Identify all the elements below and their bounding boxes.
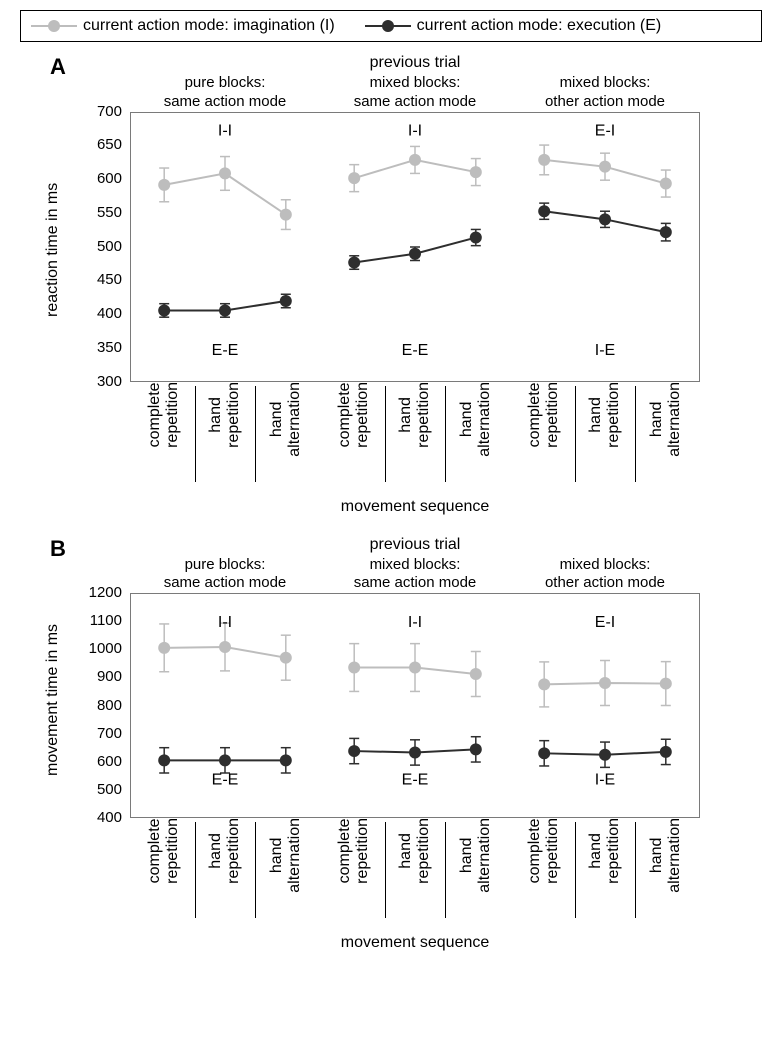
svg-text:E-E: E-E: [402, 771, 429, 788]
legend-marker-e: [382, 20, 394, 32]
group-header-1: mixed blocks:same action mode: [320, 74, 510, 112]
cat-divider: [445, 386, 446, 482]
cat-divider: [635, 386, 636, 482]
y-tick-700: 700: [20, 725, 122, 742]
y-tick-300: 300: [20, 373, 122, 390]
cat-label-2-0: completerepetition: [526, 818, 562, 884]
svg-text:E-E: E-E: [402, 342, 429, 359]
cat-label-1-0: completerepetition: [336, 382, 372, 448]
svg-text:E-E: E-E: [212, 342, 239, 359]
category-labels: completerepetition handrepetition handalte…: [130, 382, 700, 492]
svg-text:I-I: I-I: [408, 122, 422, 139]
y-tick-600: 600: [20, 170, 122, 187]
y-tick-1200: 1200: [20, 584, 122, 601]
y-tick-450: 450: [20, 271, 122, 288]
group-header-0: pure blocks:same action mode: [130, 556, 320, 594]
y-tick-500: 500: [20, 781, 122, 798]
svg-text:I-I: I-I: [218, 614, 232, 631]
cat-divider: [385, 386, 386, 482]
cat-label-0-0: completerepetition: [146, 818, 182, 884]
svg-text:I-I: I-I: [408, 614, 422, 631]
plot-svg: I-I E-E I-I E-E E-I I-E: [130, 593, 700, 818]
cat-label-0-1: handrepetition: [207, 818, 243, 884]
cat-divider: [255, 822, 256, 918]
cat-divider: [575, 822, 576, 918]
y-tick-600: 600: [20, 753, 122, 770]
cat-label-2-1: handrepetition: [587, 818, 623, 884]
y-tick-700: 700: [20, 103, 122, 120]
cat-divider: [445, 822, 446, 918]
cat-divider: [575, 386, 576, 482]
legend-line-e: [365, 25, 411, 27]
y-tick-400: 400: [20, 809, 122, 826]
panel-letter: B: [50, 536, 66, 562]
y-tick-400: 400: [20, 305, 122, 322]
cat-divider: [195, 822, 196, 918]
y-ticks: 300350400450500550600650700: [20, 112, 122, 382]
cat-label-1-1: handrepetition: [397, 818, 433, 884]
svg-text:I-I: I-I: [218, 122, 232, 139]
cat-divider: [385, 822, 386, 918]
chart-wrap: reaction time in ms300350400450500550600…: [20, 112, 762, 382]
panel-a: Aprevious trial pure blocks:same action m…: [20, 54, 762, 516]
y-tick-550: 550: [20, 204, 122, 221]
y-tick-1000: 1000: [20, 640, 122, 657]
cat-label-1-1: handrepetition: [397, 382, 433, 448]
cat-divider: [255, 386, 256, 482]
cat-divider: [635, 822, 636, 918]
y-tick-1100: 1100: [20, 612, 122, 629]
legend-line-i: [31, 25, 77, 27]
group-headers: pure blocks:same action modemixed blocks…: [130, 556, 700, 594]
cat-label-0-0: completerepetition: [146, 382, 182, 448]
chart-wrap: movement time in ms400500600700800900100…: [20, 593, 762, 818]
panel-letter: A: [50, 54, 66, 80]
panel-b: Bprevious trial pure blocks:same action m…: [20, 536, 762, 953]
cat-label-2-1: handrepetition: [587, 382, 623, 448]
cat-label-0-1: handrepetition: [207, 382, 243, 448]
legend-label-e: current action mode: execution (E): [417, 17, 662, 35]
legend-item-imagination: current action mode: imagination (I): [31, 17, 335, 35]
cat-label-0-2: handalternation: [268, 382, 304, 457]
x-axis-label: movement sequence: [130, 934, 700, 952]
cat-label-2-2: handalternation: [648, 382, 684, 457]
legend-marker-i: [48, 20, 60, 32]
group-header-0: pure blocks:same action mode: [130, 74, 320, 112]
group-headers: pure blocks:same action modemixed blocks…: [130, 74, 700, 112]
cat-label-1-0: completerepetition: [336, 818, 372, 884]
y-tick-350: 350: [20, 339, 122, 356]
cat-label-1-2: handalternation: [458, 382, 494, 457]
x-axis-label: movement sequence: [130, 498, 700, 516]
cat-label-2-2: handalternation: [648, 818, 684, 893]
super-header: previous trial: [130, 536, 700, 554]
group-header-2: mixed blocks:other action mode: [510, 74, 700, 112]
cat-label-0-2: handalternation: [268, 818, 304, 893]
y-tick-800: 800: [20, 697, 122, 714]
plot-svg: I-I E-E I-I E-E E-I I-E: [130, 112, 700, 382]
group-header-2: mixed blocks:other action mode: [510, 556, 700, 594]
legend-box: current action mode: imagination (I) cur…: [20, 10, 762, 42]
cat-label-2-0: completerepetition: [526, 382, 562, 448]
y-tick-500: 500: [20, 238, 122, 255]
group-header-1: mixed blocks:same action mode: [320, 556, 510, 594]
y-ticks: 400500600700800900100011001200: [20, 593, 122, 818]
svg-text:E-I: E-I: [595, 614, 615, 631]
legend-label-i: current action mode: imagination (I): [83, 17, 335, 35]
category-labels: completerepetition handrepetition handalte…: [130, 818, 700, 928]
cat-label-1-2: handalternation: [458, 818, 494, 893]
svg-text:E-I: E-I: [595, 122, 615, 139]
svg-text:I-E: I-E: [595, 771, 615, 788]
legend-item-execution: current action mode: execution (E): [365, 17, 662, 35]
super-header: previous trial: [130, 54, 700, 72]
cat-divider: [195, 386, 196, 482]
figure-container: current action mode: imagination (I) cur…: [0, 0, 782, 992]
svg-text:E-E: E-E: [212, 771, 239, 788]
y-tick-900: 900: [20, 668, 122, 685]
svg-text:I-E: I-E: [595, 342, 615, 359]
y-tick-650: 650: [20, 136, 122, 153]
